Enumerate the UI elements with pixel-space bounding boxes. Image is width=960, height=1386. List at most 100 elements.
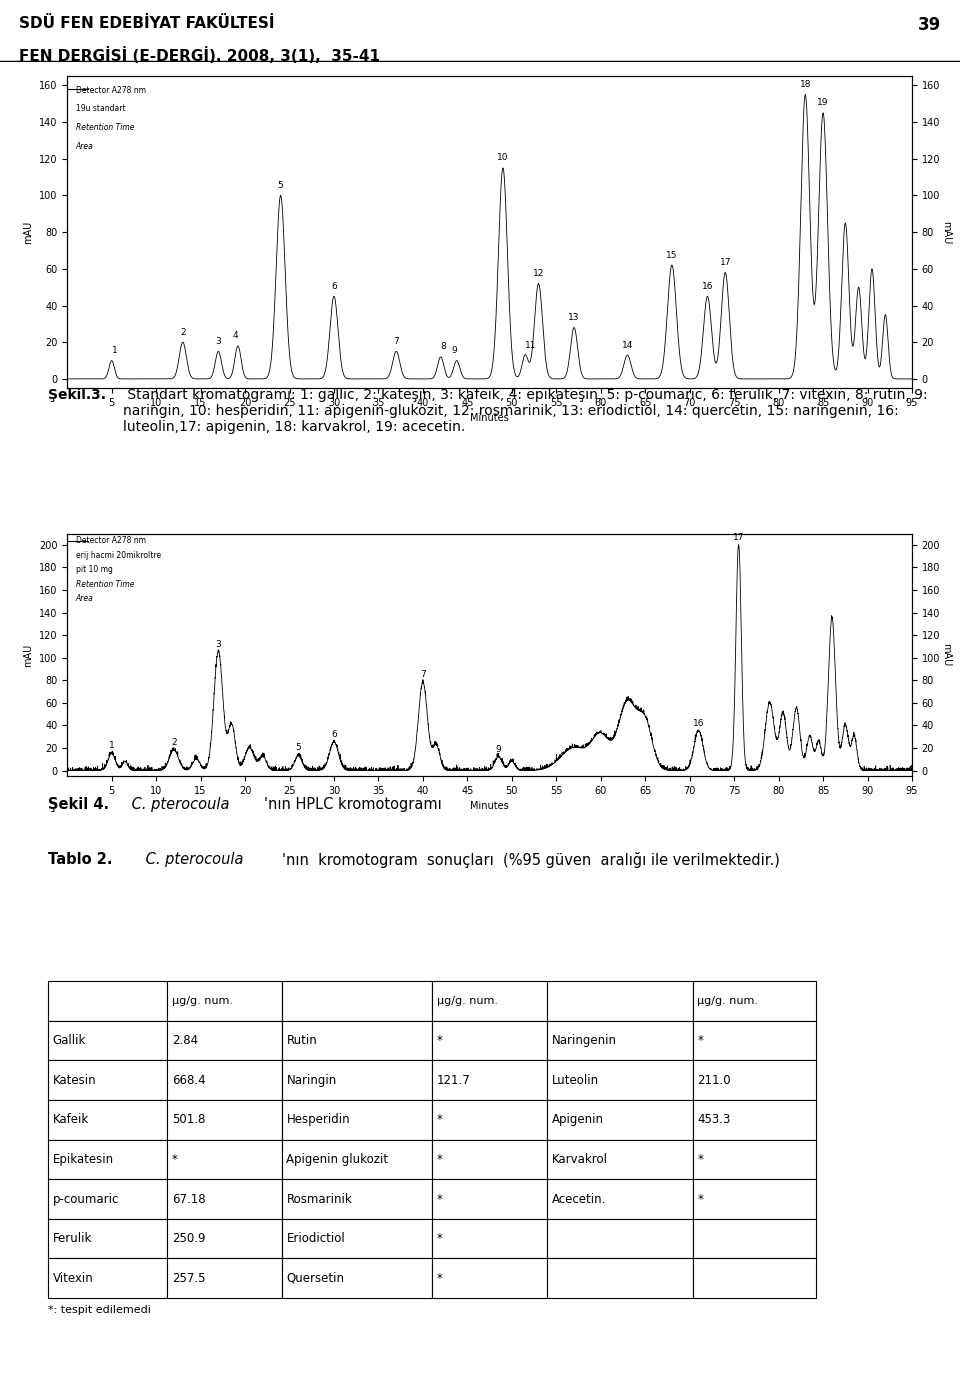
Bar <box>282 1258 432 1299</box>
Bar <box>432 1258 547 1299</box>
Bar <box>432 1179 547 1218</box>
Text: Katesin: Katesin <box>53 1074 96 1087</box>
Bar <box>547 1100 693 1139</box>
Bar <box>432 1100 547 1139</box>
Bar <box>167 1020 282 1060</box>
Bar <box>282 1218 432 1258</box>
Text: Tablo 2.: Tablo 2. <box>48 852 112 868</box>
Bar <box>282 1139 432 1179</box>
Bar <box>282 1020 432 1060</box>
Y-axis label: mAU: mAU <box>23 643 34 667</box>
Text: 13: 13 <box>568 313 580 322</box>
Text: 1: 1 <box>111 346 117 355</box>
Bar <box>48 1139 167 1179</box>
Bar <box>167 1218 282 1258</box>
Text: *: * <box>437 1232 443 1245</box>
Text: Vitexin: Vitexin <box>53 1272 93 1285</box>
Text: Rutin: Rutin <box>286 1034 317 1046</box>
Text: µg/g. num.: µg/g. num. <box>697 995 758 1006</box>
Text: *: * <box>437 1113 443 1127</box>
Y-axis label: mAU: mAU <box>23 220 34 244</box>
Bar <box>48 981 167 1020</box>
Bar <box>432 1020 547 1060</box>
Text: *: * <box>437 1192 443 1206</box>
Text: pit 10 mg: pit 10 mg <box>76 565 112 574</box>
Text: 17: 17 <box>719 258 731 267</box>
Text: 2.84: 2.84 <box>172 1034 198 1046</box>
Text: 6: 6 <box>331 730 337 739</box>
Bar <box>693 1258 816 1299</box>
Bar <box>693 1139 816 1179</box>
Text: Ferulik: Ferulik <box>53 1232 92 1245</box>
Y-axis label: mAU: mAU <box>942 643 951 667</box>
Text: p-coumaric: p-coumaric <box>53 1192 119 1206</box>
Text: Gallik: Gallik <box>53 1034 85 1046</box>
Text: Hesperidin: Hesperidin <box>286 1113 350 1127</box>
Text: 9: 9 <box>451 346 457 355</box>
Text: Kafeik: Kafeik <box>53 1113 88 1127</box>
Text: Retention Time: Retention Time <box>76 579 134 589</box>
Bar <box>547 1258 693 1299</box>
Text: Quersetin: Quersetin <box>286 1272 345 1285</box>
Text: 211.0: 211.0 <box>697 1074 731 1087</box>
Text: 16: 16 <box>702 281 713 291</box>
Text: 7: 7 <box>394 337 399 346</box>
Text: 9: 9 <box>495 744 501 754</box>
Text: 10: 10 <box>497 154 509 162</box>
Text: *: * <box>697 1034 703 1046</box>
Text: Luteolin: Luteolin <box>551 1074 598 1087</box>
Text: 8: 8 <box>441 342 446 352</box>
Text: 19u standart: 19u standart <box>76 104 125 114</box>
Text: 16: 16 <box>693 719 705 728</box>
Bar <box>282 981 432 1020</box>
Bar <box>282 1179 432 1218</box>
Text: 121.7: 121.7 <box>437 1074 470 1087</box>
Bar <box>48 1179 167 1218</box>
Bar <box>48 1100 167 1139</box>
Bar <box>547 1020 693 1060</box>
Bar <box>167 981 282 1020</box>
Text: Şekil.3.: Şekil.3. <box>48 388 106 402</box>
Text: 17: 17 <box>732 532 744 542</box>
Text: *: tespit edilemedi: *: tespit edilemedi <box>48 1306 151 1315</box>
Text: 12: 12 <box>533 269 544 279</box>
X-axis label: Minutes: Minutes <box>470 801 509 811</box>
Bar <box>48 1218 167 1258</box>
Text: Naringin: Naringin <box>286 1074 337 1087</box>
Text: Detector A278 nm: Detector A278 nm <box>76 536 146 545</box>
Text: 'nın HPLC kromotogramı: 'nın HPLC kromotogramı <box>264 797 443 812</box>
Bar <box>167 1139 282 1179</box>
Text: FEN DERGİSİ (E-DERGİ). 2008, 3(1),  35-41: FEN DERGİSİ (E-DERGİ). 2008, 3(1), 35-41 <box>19 47 380 64</box>
Bar <box>282 1100 432 1139</box>
Bar <box>48 1060 167 1100</box>
Y-axis label: mAU: mAU <box>942 220 951 244</box>
Text: 11: 11 <box>525 341 537 349</box>
Text: Acecetin.: Acecetin. <box>551 1192 606 1206</box>
Text: Area: Area <box>76 141 93 151</box>
Text: Epikatesin: Epikatesin <box>53 1153 113 1166</box>
Text: 5: 5 <box>296 743 301 753</box>
Bar <box>167 1258 282 1299</box>
Text: 257.5: 257.5 <box>172 1272 205 1285</box>
Text: 453.3: 453.3 <box>697 1113 731 1127</box>
Bar <box>547 1218 693 1258</box>
Text: Apigenin glukozit: Apigenin glukozit <box>286 1153 389 1166</box>
Text: Rosmarinik: Rosmarinik <box>286 1192 352 1206</box>
Bar <box>547 981 693 1020</box>
Text: 3: 3 <box>215 640 221 649</box>
Bar <box>48 1020 167 1060</box>
Text: Şekil 4.: Şekil 4. <box>48 797 109 812</box>
Text: 2: 2 <box>171 737 177 747</box>
Bar <box>693 1218 816 1258</box>
Text: µg/g. num.: µg/g. num. <box>172 995 232 1006</box>
Bar <box>693 981 816 1020</box>
Bar <box>48 1258 167 1299</box>
Text: *: * <box>437 1272 443 1285</box>
Text: 501.8: 501.8 <box>172 1113 205 1127</box>
Bar <box>547 1179 693 1218</box>
Bar <box>693 1100 816 1139</box>
Text: 250.9: 250.9 <box>172 1232 205 1245</box>
Text: Detector A278 nm: Detector A278 nm <box>76 86 146 94</box>
Text: Eriodictiol: Eriodictiol <box>286 1232 346 1245</box>
Bar <box>693 1060 816 1100</box>
